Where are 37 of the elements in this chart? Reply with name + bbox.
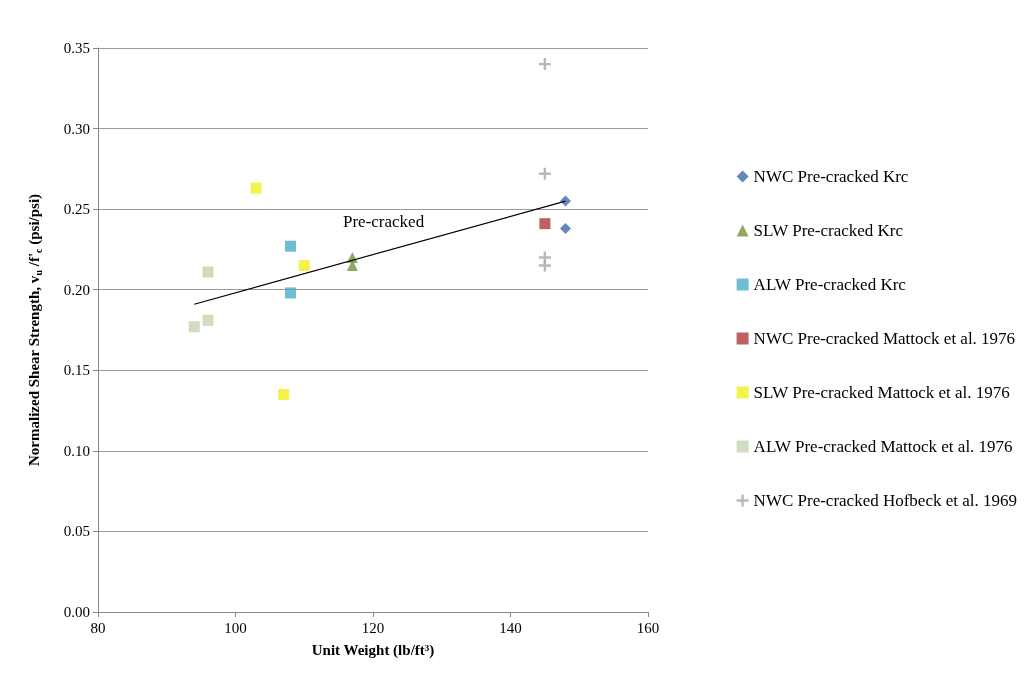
x-tick-label: 80 <box>90 619 106 636</box>
y-tick-label: 0.10 <box>63 442 90 459</box>
legend-label: ALW Pre-cracked Mattock et al. 1976 <box>753 437 1013 456</box>
point <box>346 260 358 272</box>
y-tick-label: 0.15 <box>63 362 90 379</box>
point <box>202 314 214 326</box>
x-tick-label: 120 <box>361 619 385 636</box>
annotation: Pre-cracked <box>343 212 425 231</box>
point <box>560 222 571 234</box>
y-tick-label: 0.05 <box>63 523 90 540</box>
y-tick-label: 0.00 <box>63 604 90 620</box>
point <box>202 266 214 278</box>
x-tick-label: 100 <box>224 619 247 636</box>
x-tick-label: 140 <box>499 619 522 636</box>
legend-label: SLW Pre-cracked Mattock et al. 1976 <box>753 383 1010 402</box>
x-axis-title: Unit Weight (lb/ft³) <box>311 641 435 659</box>
legend-label: NWC Pre-cracked Mattock et al. 1976 <box>753 329 1016 348</box>
point <box>285 287 296 299</box>
point <box>538 259 551 272</box>
point <box>539 218 551 230</box>
point <box>188 321 200 333</box>
y-axis-title: Normalized Shear Strength, vu /f'c (psi/psi) <box>26 193 44 466</box>
point <box>285 240 296 252</box>
y-tick-label: 0.30 <box>63 120 90 137</box>
legend-label: ALW Pre-cracked Krc <box>753 275 907 294</box>
point <box>538 167 551 180</box>
legend-label: NWC Pre-cracked Hofbeck et al. 1969 <box>753 491 1018 510</box>
point <box>278 388 290 400</box>
y-tick-label: 0.35 <box>63 40 90 56</box>
x-tick-label: 160 <box>636 619 660 636</box>
y-tick-label: 0.25 <box>63 201 90 218</box>
legend-label: NWC Pre-cracked Krc <box>753 167 909 186</box>
point <box>560 195 571 207</box>
y-tick-label: 0.20 <box>63 281 90 298</box>
point <box>250 182 262 194</box>
legend-label: SLW Pre-cracked Krc <box>753 221 904 240</box>
point <box>298 260 310 272</box>
